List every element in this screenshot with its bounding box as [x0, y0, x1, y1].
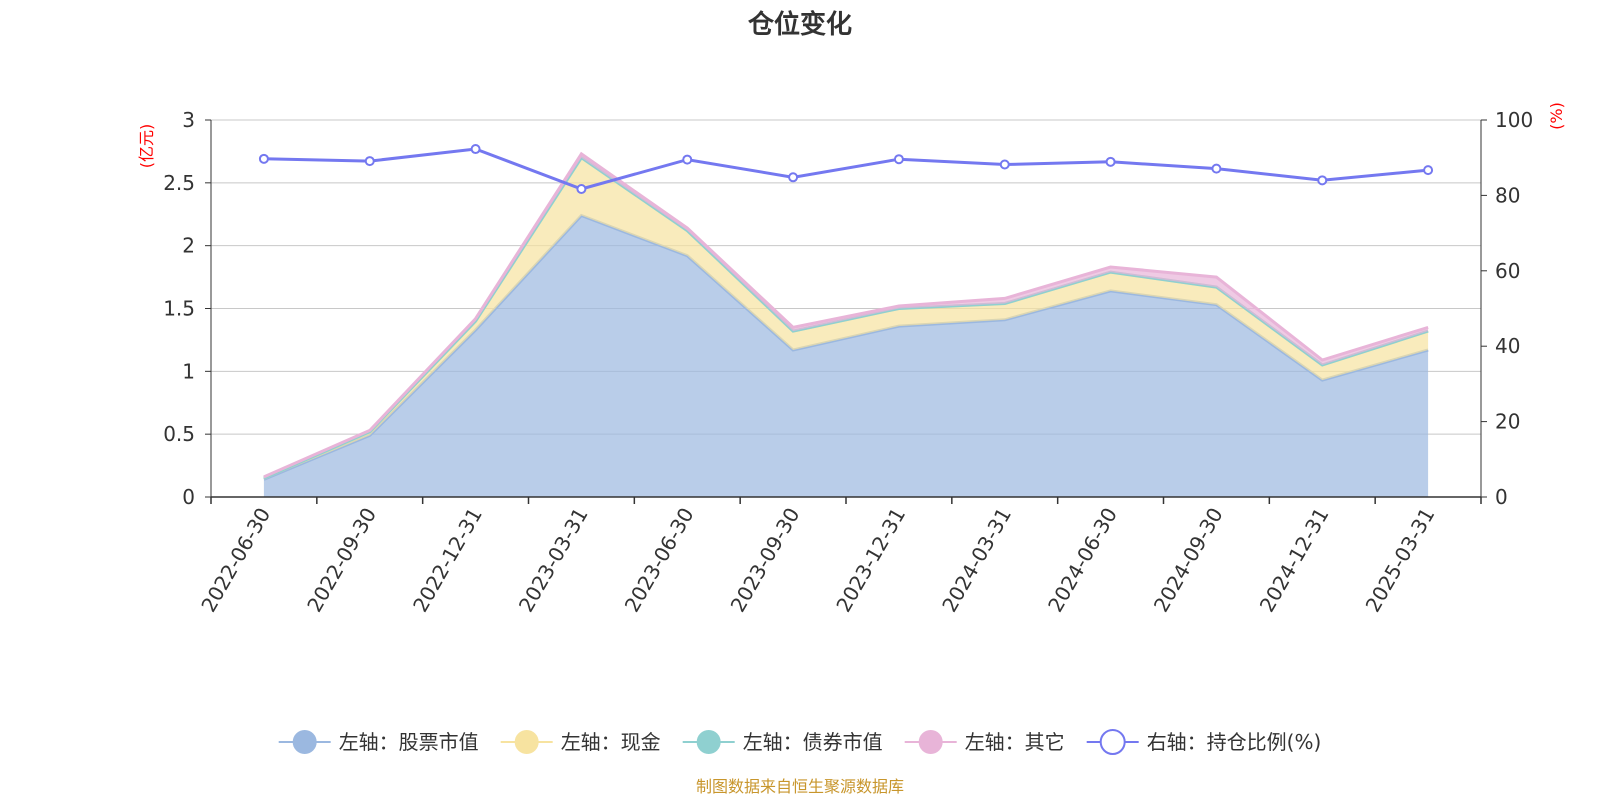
x-tick-label: 2024-06-30	[1043, 504, 1122, 617]
legend-label: 左轴：债券市值	[743, 730, 883, 754]
area-edge-左轴：其它	[263, 151, 1429, 479]
ratio-point	[999, 159, 1010, 170]
holding-ratio-line	[258, 144, 1434, 194]
left-tick-label: 0.5	[163, 422, 195, 446]
stacked-areas	[263, 151, 1429, 497]
left-tick-label: 3	[182, 108, 195, 132]
x-tick-label: 2023-09-30	[726, 504, 805, 617]
left-axis-unit: (亿元)	[137, 124, 156, 169]
legend-item: 左轴：其它	[904, 730, 1065, 754]
legend-marker	[514, 730, 539, 754]
area-左轴：股票市值	[263, 215, 1429, 497]
ratio-point	[1317, 175, 1328, 186]
data-source-note: 制图数据来自恒生聚源数据库	[696, 777, 904, 796]
legend-label: 左轴：其它	[965, 730, 1065, 754]
ratio-point	[1423, 165, 1434, 176]
right-tick-label: 0	[1495, 485, 1508, 509]
ratio-point	[893, 154, 904, 165]
ratio-point	[788, 172, 799, 183]
legend-label: 右轴：持仓比例(%)	[1147, 730, 1322, 754]
ratio-point	[364, 156, 375, 167]
x-tick-label: 2022-12-31	[408, 504, 487, 617]
left-tick-label: 1	[182, 359, 195, 383]
left-tick-label: 2.5	[163, 171, 195, 195]
legend-label: 左轴：现金	[561, 730, 661, 754]
right-tick-label: 100	[1495, 108, 1533, 132]
ratio-point	[1105, 156, 1116, 167]
legend-marker	[1099, 729, 1126, 755]
legend: 左轴：股票市值 左轴：现金 左轴：债券市值 左轴：其它 右轴：持仓比例(%)	[278, 729, 1322, 755]
x-tick-label: 2023-03-31	[514, 504, 593, 617]
legend-item: 左轴：债券市值	[682, 730, 883, 754]
x-tick-label: 2023-06-30	[620, 504, 699, 617]
x-tick-label: 2024-09-30	[1149, 504, 1228, 617]
chart-title: 仓位变化	[747, 9, 852, 40]
x-tick-label: 2025-03-31	[1361, 504, 1440, 617]
ratio-point	[258, 153, 269, 164]
legend-item: 左轴：股票市值	[278, 730, 479, 754]
ratio-point	[682, 154, 693, 165]
right-tick-label: 60	[1495, 259, 1520, 283]
legend-marker	[696, 730, 721, 754]
area-左轴：现金	[263, 157, 1429, 480]
x-tick-label: 2024-12-31	[1255, 504, 1334, 617]
legend-marker	[918, 730, 943, 754]
left-tick-label: 2	[182, 234, 195, 258]
legend-label: 左轴：股票市值	[339, 730, 479, 754]
right-tick-label: 80	[1495, 183, 1520, 207]
x-tick-label: 2022-09-30	[302, 504, 381, 617]
x-tick-label: 2024-03-31	[937, 504, 1016, 617]
left-tick-label: 0	[182, 485, 195, 509]
ratio-point	[470, 144, 481, 155]
legend-item: 右轴：持仓比例(%)	[1086, 729, 1322, 755]
right-axis-unit: (%)	[1547, 102, 1566, 130]
ratio-point	[576, 183, 587, 194]
legend-item: 左轴：现金	[500, 730, 661, 754]
right-tick-label: 40	[1495, 334, 1520, 358]
ratio-point	[1211, 163, 1222, 174]
right-tick-label: 20	[1495, 410, 1520, 434]
left-tick-label: 1.5	[163, 297, 195, 321]
legend-marker	[292, 730, 317, 754]
ratio-line-path	[263, 147, 1429, 191]
x-tick-label: 2023-12-31	[831, 504, 910, 617]
x-tick-label: 2022-06-30	[196, 504, 275, 617]
